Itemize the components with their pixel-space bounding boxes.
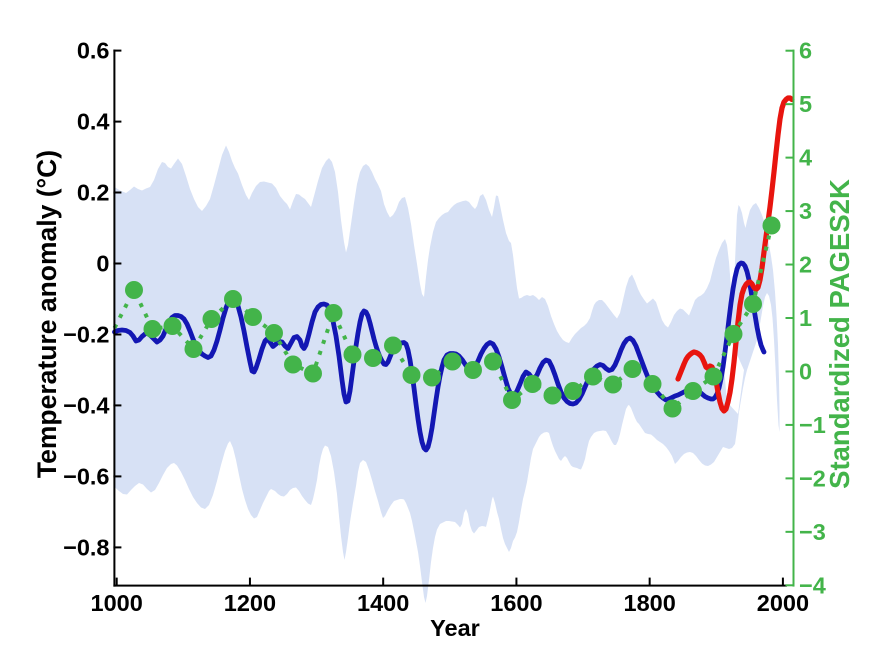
svg-text:Year: Year (430, 615, 480, 641)
svg-text:5: 5 (799, 91, 812, 117)
svg-text:3: 3 (799, 198, 812, 224)
svg-text:4: 4 (799, 145, 812, 171)
svg-text:−1: −1 (799, 412, 826, 438)
svg-text:−2: −2 (799, 465, 826, 491)
svg-text:0: 0 (96, 251, 109, 277)
svg-text:−4: −4 (799, 572, 826, 598)
svg-text:1: 1 (799, 305, 812, 331)
svg-text:Standardized PAGES2K: Standardized PAGES2K (824, 179, 855, 489)
svg-text:0.4: 0.4 (77, 109, 110, 135)
svg-text:1600: 1600 (490, 590, 542, 616)
svg-text:0.2: 0.2 (77, 180, 110, 206)
svg-text:0.6: 0.6 (77, 38, 110, 64)
svg-text:2000: 2000 (757, 590, 809, 616)
svg-text:−0.4: −0.4 (63, 392, 109, 418)
svg-text:−3: −3 (799, 519, 826, 545)
svg-text:−0.8: −0.8 (63, 534, 109, 560)
svg-text:1200: 1200 (224, 590, 276, 616)
svg-text:2: 2 (799, 252, 812, 278)
svg-text:Temperature anomaly (°C): Temperature anomaly (°C) (32, 150, 62, 478)
svg-text:0: 0 (799, 358, 812, 384)
svg-text:1000: 1000 (91, 590, 143, 616)
svg-text:1800: 1800 (624, 590, 676, 616)
svg-text:1400: 1400 (357, 590, 409, 616)
svg-text:6: 6 (799, 38, 812, 64)
svg-text:−0.6: −0.6 (63, 463, 109, 489)
svg-text:−0.2: −0.2 (63, 322, 109, 348)
